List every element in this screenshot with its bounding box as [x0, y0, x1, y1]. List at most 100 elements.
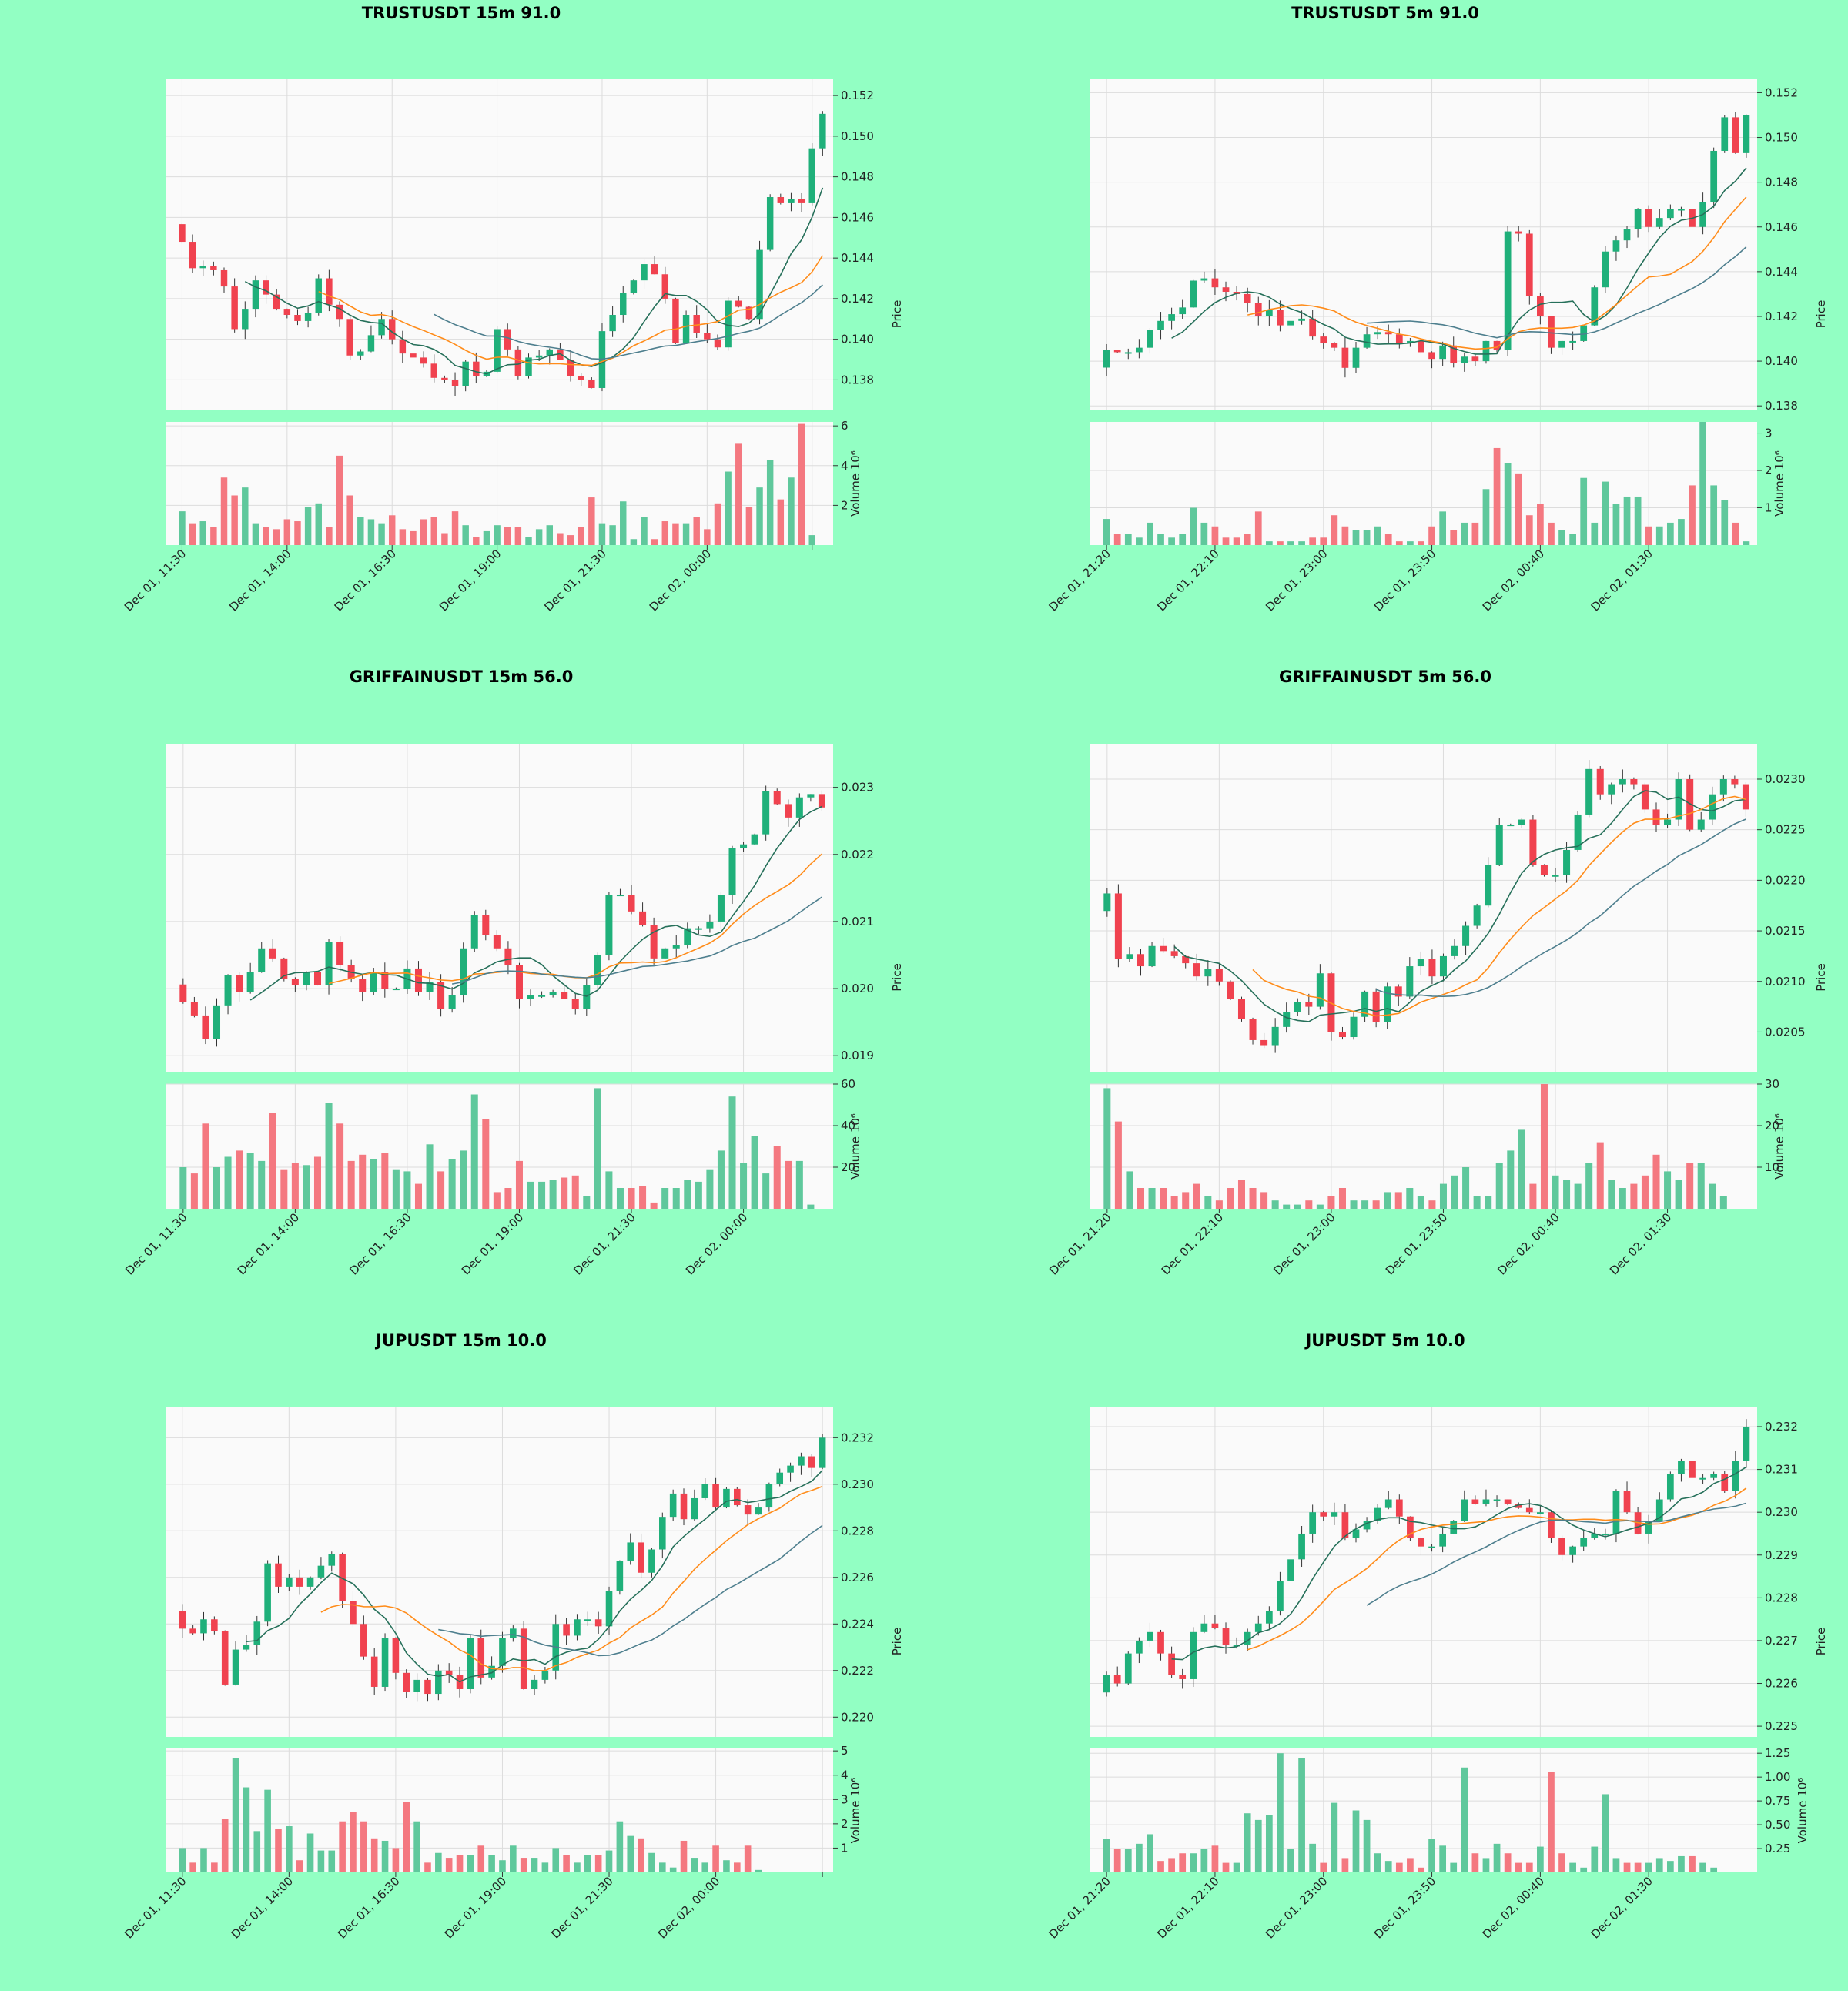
volume-bar — [441, 533, 448, 545]
candle-body — [1331, 1512, 1338, 1517]
volume-bar — [381, 1153, 389, 1209]
volume-bar — [1254, 511, 1262, 545]
candle-body — [1630, 778, 1638, 785]
candle-body — [628, 895, 635, 912]
volume-bar — [460, 1150, 467, 1209]
candle-body — [1137, 954, 1145, 967]
candle-body — [701, 1484, 709, 1498]
volume-bar — [280, 1169, 288, 1209]
y-tick-label: 0.224 — [841, 1617, 874, 1631]
volume-bar — [286, 1826, 293, 1872]
volume-bar — [392, 1169, 400, 1209]
candle-body — [1732, 117, 1739, 153]
candle-body — [1294, 1002, 1301, 1012]
volume-bar — [650, 1202, 658, 1209]
candle-body — [807, 794, 815, 798]
volume-bar — [1265, 541, 1273, 545]
volume-bar — [1656, 526, 1663, 545]
candle-body — [488, 1665, 495, 1678]
x-tick-label: Dec 01, 21:20 — [1046, 1874, 1113, 1941]
candle-body — [819, 1437, 826, 1468]
volume-bar — [1418, 541, 1424, 545]
candle-body — [1204, 969, 1212, 977]
candle-body — [1634, 209, 1642, 229]
candle-body — [1450, 1521, 1458, 1534]
volume-bar — [1407, 1858, 1414, 1872]
candle-body — [493, 935, 500, 949]
x-tick-label: Dec 01, 23:00 — [1263, 1874, 1330, 1941]
volume-bar — [1361, 1200, 1369, 1209]
volume-tick-label: 4 — [841, 1768, 849, 1782]
candle-body — [1450, 345, 1458, 363]
volume-bar — [1709, 1183, 1716, 1209]
candle-body — [1591, 1533, 1599, 1538]
volume-bar — [1461, 522, 1468, 545]
y-tick-label: 0.150 — [841, 129, 874, 143]
volume-bar — [303, 1165, 310, 1209]
candle-body — [1363, 334, 1371, 348]
volume-bar — [648, 1852, 655, 1872]
volume-bar — [224, 1156, 232, 1209]
candle-body — [1190, 280, 1197, 308]
candle-body — [541, 1670, 549, 1680]
x-tick-label: Dec 01, 23:50 — [1371, 1874, 1438, 1941]
volume-bar — [567, 535, 574, 545]
candle-body — [1395, 334, 1403, 343]
candle-body — [1179, 1675, 1187, 1679]
volume-bar — [777, 499, 785, 545]
candle-body — [370, 1656, 378, 1687]
candle-body — [1645, 1521, 1652, 1534]
candle-body — [1260, 1039, 1268, 1046]
candle-body — [1515, 1504, 1522, 1508]
volume-bar — [527, 1181, 534, 1209]
candle-body — [1222, 287, 1230, 293]
candle-body — [1563, 849, 1571, 875]
volume-bar — [1585, 1163, 1593, 1209]
chart-title: TRUSTUSDT 5m 91.0 — [1291, 4, 1479, 22]
volume-bar — [1204, 1196, 1212, 1209]
candle-body — [734, 1488, 741, 1506]
y-tick-label: 0.226 — [841, 1571, 874, 1584]
y-tick-label: 0.148 — [841, 170, 874, 184]
volume-bar — [744, 1845, 752, 1872]
volume-tick-label: 2 — [1765, 463, 1773, 477]
candle-body — [627, 1542, 634, 1561]
volume-bar — [594, 1088, 601, 1209]
volume-bar — [430, 517, 437, 545]
y-tick-label: 0.230 — [1765, 1505, 1798, 1519]
volume-bar — [1689, 485, 1696, 545]
candle-body — [605, 895, 613, 955]
volume-tick-label: 1.00 — [1765, 1770, 1790, 1784]
volume-bar — [499, 1860, 506, 1872]
volume-bar — [347, 1160, 355, 1209]
x-tick-label: Dec 01, 11:30 — [122, 1210, 189, 1277]
volume-bar — [210, 527, 217, 545]
volume-bar — [1341, 526, 1349, 545]
chart-title: JUPUSDT 15m 10.0 — [374, 1331, 547, 1350]
y-tick-label: 0.150 — [1765, 131, 1798, 145]
candle-body — [246, 972, 254, 992]
volume-bar — [798, 423, 805, 545]
chart-griffain-5m: GRIFFAINUSDT 5m 56.0 0.0205 0.0210 0.0215 0.… — [1046, 668, 1828, 1278]
candle-body — [680, 1493, 688, 1520]
y-tick-label: 0.144 — [1765, 265, 1798, 279]
candle-body — [795, 797, 803, 818]
candle-body — [1309, 318, 1317, 337]
volume-bar — [211, 1862, 218, 1872]
candle-body — [714, 339, 721, 348]
candle-body — [1200, 278, 1208, 281]
volume-bar — [1363, 530, 1371, 545]
volume-bar — [788, 477, 795, 545]
candle-body — [263, 280, 270, 295]
x-tick-label: Dec 02, 01:30 — [1589, 1874, 1656, 1941]
volume-bar — [714, 503, 721, 545]
candle-body — [1233, 1645, 1240, 1647]
candle-body — [315, 278, 322, 313]
y-tick-label: 0.138 — [1765, 399, 1798, 413]
volume-tick-label: 20 — [1765, 1119, 1779, 1133]
candle-body — [1124, 1653, 1132, 1684]
volume-bar — [424, 1862, 431, 1872]
candle-body — [1666, 1474, 1674, 1500]
candle-body — [236, 975, 243, 992]
candle-body — [561, 992, 568, 999]
